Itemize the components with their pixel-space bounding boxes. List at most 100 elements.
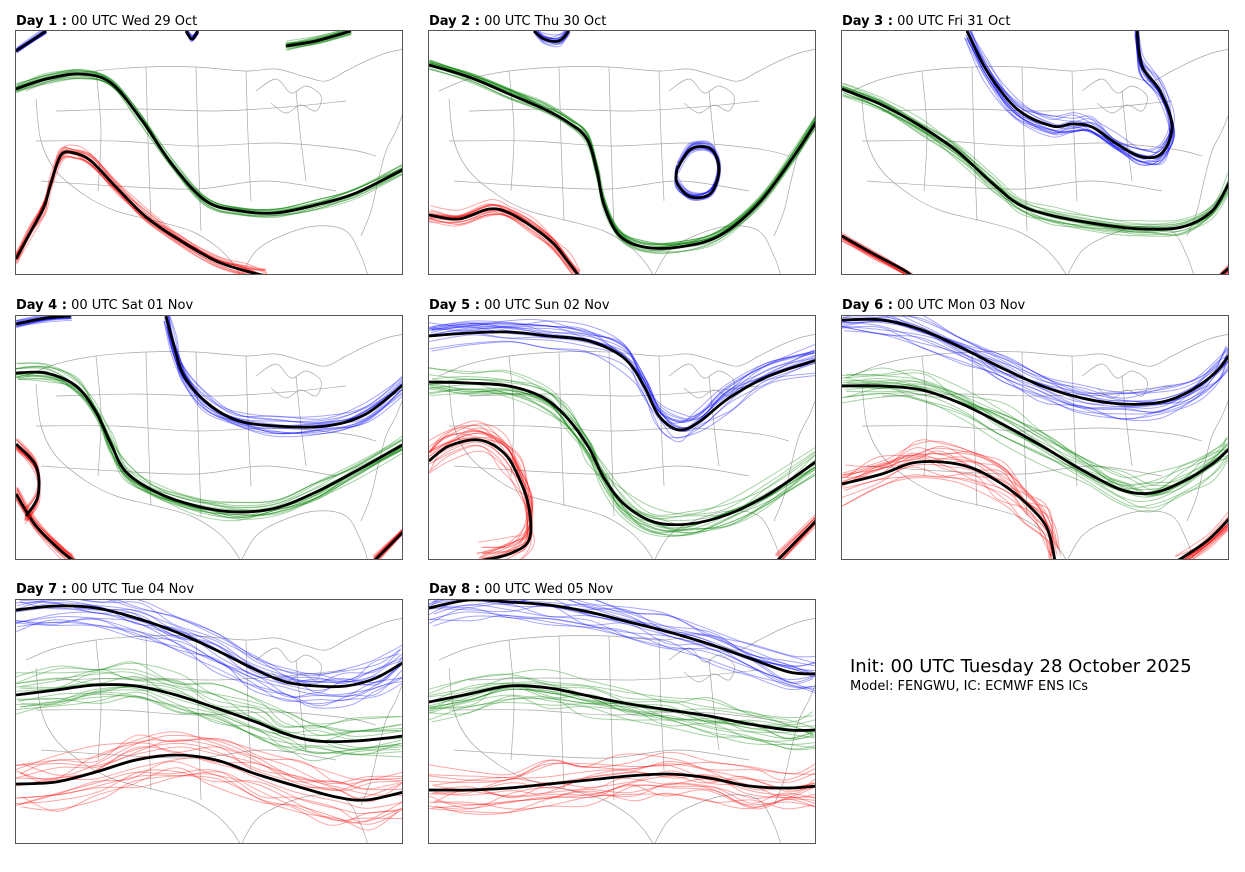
map-panel-day3 <box>841 30 1229 275</box>
blue-member-line <box>965 31 1175 160</box>
green-member-line <box>429 374 815 520</box>
red-member-line <box>429 761 815 782</box>
red-member-line <box>16 156 246 274</box>
blue-mean-contour <box>16 31 47 53</box>
border-line <box>95 70 102 192</box>
panel-title-day6: Day 6 : 00 UTC Mon 03 Nov <box>842 298 1025 314</box>
red-member-line <box>17 761 402 824</box>
red-member-line <box>17 156 240 274</box>
red-member-line <box>16 488 76 559</box>
day-label: Day 6 : <box>842 298 893 313</box>
red-ensemble-contour <box>1174 511 1228 559</box>
red-member-line <box>842 240 905 274</box>
red-member-line <box>429 420 530 543</box>
red-member-line <box>842 239 907 274</box>
red-member-line <box>379 533 402 559</box>
red-member-line <box>782 526 815 559</box>
blue-member-line <box>17 621 402 707</box>
blue-member-line <box>964 36 1171 166</box>
red-member-line <box>429 753 815 779</box>
green-member-line <box>842 380 1228 496</box>
green-member-line <box>16 375 402 519</box>
green-member-line <box>286 31 340 44</box>
panel-title-day4: Day 4 : 00 UTC Sat 01 Nov <box>16 298 193 314</box>
red-ensemble-contour <box>775 514 815 559</box>
red-member-line <box>16 490 74 555</box>
red-ensemble-contour <box>16 731 402 831</box>
red-member-line <box>842 477 1056 559</box>
red-member-line <box>16 742 402 791</box>
panel-title-day1: Day 1 : 00 UTC Wed 29 Oct <box>16 14 197 30</box>
blue-member-line <box>16 619 402 705</box>
red-member-line <box>429 213 574 274</box>
green-member-line <box>429 59 815 245</box>
map-panel-day8 <box>428 599 816 844</box>
blue-member-line <box>429 326 815 430</box>
blue-member-line <box>16 615 402 698</box>
green-member-line <box>16 75 402 217</box>
green-member-line <box>21 687 400 755</box>
red-member-line <box>429 784 815 814</box>
blue-member-line <box>16 31 43 50</box>
green-member-line <box>285 31 347 45</box>
blue-mean-contour <box>16 604 402 689</box>
red-member-line <box>1219 264 1228 274</box>
red-member-line <box>842 232 914 274</box>
valid-time: 00 UTC Thu 30 Oct <box>484 14 607 29</box>
red-member-line <box>775 517 815 557</box>
blue-member-line <box>16 602 402 694</box>
red-member-line <box>16 147 266 271</box>
red-member-line <box>782 524 815 559</box>
border-line <box>55 100 347 112</box>
border-line <box>145 635 152 791</box>
green-member-line <box>429 68 815 254</box>
red-member-line <box>429 204 580 274</box>
red-member-line <box>842 240 907 274</box>
red-member-line <box>842 238 906 274</box>
red-member-line <box>1183 523 1228 559</box>
red-member-line <box>842 474 1052 559</box>
red-mean-contour <box>842 234 912 274</box>
border-line <box>773 684 815 806</box>
green-member-line <box>429 367 815 515</box>
blue-member-line <box>535 31 566 38</box>
blue-member-line <box>431 341 815 439</box>
border-line <box>773 115 815 237</box>
green-member-line <box>429 694 815 749</box>
red-ensemble-contour <box>429 751 815 815</box>
blue-member-line <box>969 31 1172 151</box>
green-member-line <box>16 74 402 213</box>
blue-member-line <box>842 325 1227 414</box>
green-mean-contour <box>429 684 815 732</box>
border-line <box>360 684 402 806</box>
green-member-line <box>429 668 814 723</box>
blue-member-line <box>538 31 567 36</box>
border-line <box>773 400 815 522</box>
blue-mean-contour <box>164 316 402 429</box>
green-member-line <box>429 378 815 531</box>
red-member-line <box>429 437 533 559</box>
green-member-line <box>843 92 1228 236</box>
map-borders <box>25 49 402 274</box>
red-member-line <box>16 739 400 792</box>
blue-member-line <box>16 31 41 48</box>
border-line <box>971 66 978 222</box>
border-line <box>558 635 565 791</box>
green-member-line <box>429 62 815 247</box>
green-member-line <box>429 684 815 740</box>
blue-member-line <box>594 600 815 664</box>
border-line <box>241 225 368 274</box>
green-member-line <box>17 378 402 522</box>
blue-member-line <box>842 320 1228 409</box>
green-member-line <box>16 661 400 725</box>
valid-time: 00 UTC Tue 04 Nov <box>71 582 195 597</box>
border-line <box>195 351 202 517</box>
green-member-line <box>16 372 402 516</box>
panel-title-day2: Day 2 : 00 UTC Thu 30 Oct <box>429 14 606 30</box>
red-member-line <box>372 528 402 559</box>
red-member-line <box>429 793 815 810</box>
border-line <box>241 794 368 843</box>
map-panel-day2 <box>428 30 816 275</box>
green-member-line <box>429 60 815 246</box>
valid-time: 00 UTC Fri 31 Oct <box>897 14 1011 29</box>
